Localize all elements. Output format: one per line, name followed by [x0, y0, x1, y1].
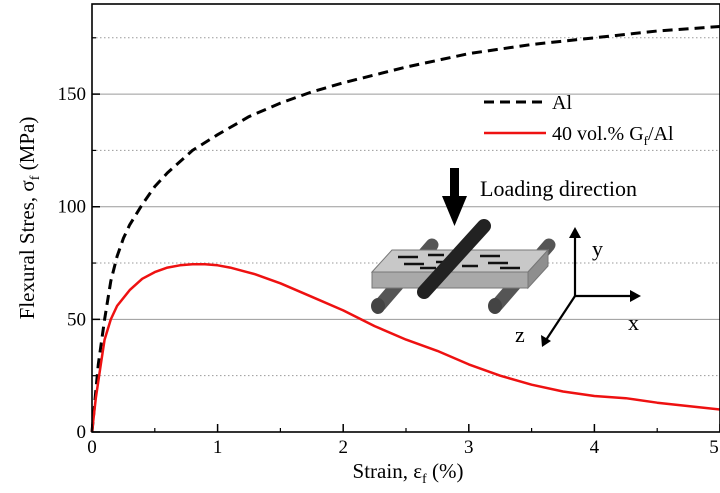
plot-frame — [91, 3, 720, 433]
y-tick-label: 100 — [58, 197, 87, 218]
series-layer — [90, 25, 720, 433]
x-tick-label: 4 — [590, 437, 600, 458]
series-line-al — [90, 25, 720, 433]
x-axis-title-sub: f — [422, 472, 427, 487]
y-tick-label: 150 — [58, 84, 87, 105]
axis-arrow-z — [545, 295, 576, 341]
y-tick-label: 0 — [77, 422, 87, 443]
support-rod-right-cap — [488, 298, 502, 314]
graphite-flakes — [398, 253, 520, 270]
coordinate-axes — [545, 234, 634, 341]
specimen-plate-front — [371, 271, 529, 289]
y-axis-title: Flexural Stres, σf (MPa) — [15, 117, 43, 320]
legend-label-composite-sub: f — [644, 133, 649, 148]
legend-label-composite-tail: /Al — [648, 123, 674, 145]
axis-arrow-x-head — [630, 290, 641, 302]
y-axis-title-unit: (MPa) — [15, 117, 39, 176]
loading-direction-label: Loading direction — [480, 176, 637, 201]
bending-schematic: Loading direction — [370, 168, 641, 347]
axis-arrow-y-head — [569, 227, 581, 238]
series-line-composite — [90, 262, 720, 433]
x-tick-label: 2 — [338, 437, 348, 458]
axis-label-y: y — [592, 236, 603, 261]
x-axis-title: Strain, εf (%) — [353, 459, 464, 487]
legend-label-composite: 40 vol.% Gf/Al — [552, 123, 674, 148]
y-tick-label: 50 — [67, 309, 86, 330]
x-tick-label: 5 — [709, 437, 719, 458]
axis-arrow-z-head — [541, 335, 551, 347]
x-tick-label: 1 — [213, 437, 223, 458]
grid-lines — [92, 37, 720, 377]
specimen-plate-side — [527, 248, 549, 290]
axis-label-z: z — [515, 322, 525, 347]
support-rod-left-cap — [371, 298, 385, 314]
x-tick-label: 0 — [87, 437, 97, 458]
legend-label-al: Al — [552, 92, 572, 114]
legend-label-composite-main: 40 vol.% G — [552, 123, 644, 145]
legend: Al 40 vol.% Gf/Al — [484, 92, 674, 148]
axis-label-x: x — [628, 310, 639, 335]
y-axis-title-sub: f — [28, 175, 43, 180]
load-arrow-shaft — [450, 168, 459, 198]
x-tick-label: 3 — [464, 437, 474, 458]
loading-rod — [417, 219, 491, 299]
load-arrow-head — [442, 196, 467, 226]
x-axis-title-unit: (%) — [427, 459, 464, 483]
y-axis-title-main: Flexural Stres, σ — [15, 180, 39, 319]
x-axis-title-main: Strain, ε — [353, 459, 423, 483]
